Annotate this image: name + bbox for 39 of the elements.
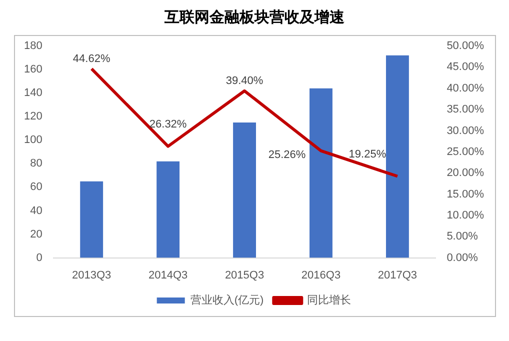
y-tick-label: 100	[24, 134, 42, 146]
y2-tick-label: 15.00%	[446, 188, 484, 200]
data-label: 19.25%	[348, 148, 386, 160]
y2-tick-label: 25.00%	[446, 146, 484, 158]
y2-tick-label: 20.00%	[446, 167, 484, 180]
y-tick-label: 60	[30, 181, 42, 194]
y-tick-label: 40	[30, 204, 42, 217]
y2-tick-label: 50.00%	[446, 40, 484, 52]
y2-tick-label: 30.00%	[446, 124, 484, 137]
data-label: 26.32%	[149, 118, 187, 130]
y-tick-label: 80	[30, 158, 42, 170]
bar	[80, 181, 104, 258]
y2-tick-label: 0.00%	[446, 252, 478, 264]
chart-title: 互联网金融板块营收及增速	[164, 8, 346, 27]
legend-label: 营业收入(亿元)	[190, 294, 264, 307]
bar	[156, 161, 180, 258]
y2-tick-label: 40.00%	[446, 82, 484, 94]
data-label: 44.62%	[72, 52, 110, 65]
x-tick-label: 2016Q3	[301, 269, 341, 282]
data-label: 39.40%	[226, 74, 264, 87]
y-tick-label: 0	[36, 252, 42, 264]
y2-tick-label: 35.00%	[446, 104, 484, 116]
bar	[233, 122, 256, 258]
x-tick-label: 2017Q3	[378, 269, 418, 282]
y-tick-label: 20	[30, 228, 42, 240]
y-tick-label: 180	[24, 40, 42, 52]
y-tick-label: 160	[24, 64, 42, 76]
y2-tick-label: 5.00%	[446, 230, 478, 243]
bar	[310, 88, 332, 258]
y-tick-label: 140	[24, 87, 42, 100]
data-label: 25.26%	[268, 148, 306, 161]
legend-label: 同比增长	[307, 294, 352, 307]
y2-tick-label: 10.00%	[446, 209, 484, 222]
x-tick-label: 2015Q3	[224, 269, 264, 282]
y-tick-label: 120	[24, 110, 42, 123]
x-tick-label: 2014Q3	[148, 269, 188, 282]
x-tick-label: 2013Q3	[72, 269, 112, 282]
y2-tick-label: 45.00%	[446, 61, 484, 74]
bar	[386, 55, 409, 258]
